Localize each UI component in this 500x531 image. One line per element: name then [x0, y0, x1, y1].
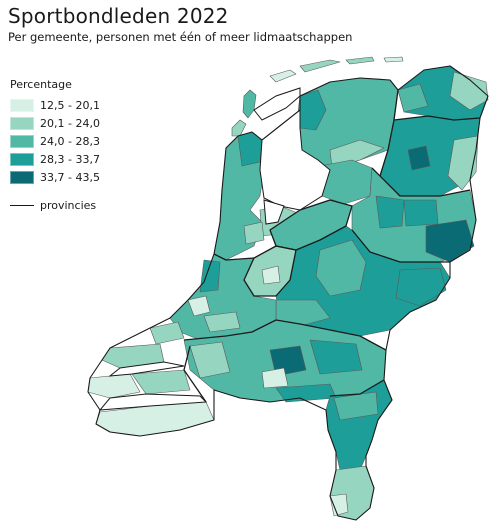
legend-title: Percentage	[10, 78, 72, 91]
zeeland-walcheren	[87, 373, 141, 399]
legend-swatch-class-1	[10, 98, 34, 112]
island-terschelling	[299, 59, 341, 73]
oosterschelde	[108, 361, 185, 377]
flevoland-noordoostpolder	[319, 159, 373, 205]
legend-item-class-5: 33,7 - 43,5	[10, 169, 100, 185]
markermeer	[263, 199, 285, 225]
brabant-east	[309, 339, 363, 375]
legend-label-class-5: 33,7 - 43,5	[40, 170, 100, 184]
eindhoven	[261, 367, 289, 389]
limburg-north	[333, 391, 379, 421]
groningen-east	[449, 71, 489, 111]
legend-item-class-3: 24,0 - 28,3	[10, 133, 100, 149]
legend: Percentage 12,5 - 20,1 20,1 - 24,0 24,0 …	[10, 78, 100, 212]
island-texel	[242, 89, 257, 119]
legend-item-provinces: provincies	[10, 199, 100, 212]
legend-item-class-2: 20,1 - 24,0	[10, 115, 100, 131]
border-friesland-drenthe	[379, 119, 395, 177]
legend-swatch-class-5	[10, 170, 34, 184]
overijssel-center	[403, 199, 439, 227]
border-gelderland-brabant	[275, 319, 387, 351]
legend-label-class-2: 20,1 - 24,0	[40, 116, 100, 130]
brabant-center	[269, 345, 307, 377]
amsterdam	[243, 221, 265, 245]
legend-label-class-3: 24,0 - 28,3	[40, 134, 100, 148]
zuid-holland-coast	[199, 259, 221, 293]
island-schiermonnikoog	[383, 56, 404, 63]
drenthe-center	[407, 145, 431, 171]
chart-subtitle: Per gemeente, personen met één of meer l…	[8, 30, 353, 44]
island-vlieland	[269, 69, 297, 83]
den-haag	[187, 295, 211, 317]
border-overijssel-gelderland	[351, 229, 450, 263]
veluwe	[315, 239, 367, 297]
twente	[425, 219, 475, 263]
water-areas	[98, 87, 331, 411]
legend-swatch-class-4	[10, 152, 34, 166]
border-groningen-drenthe	[393, 115, 481, 121]
legend-item-class-1: 12,5 - 20,1	[10, 97, 100, 113]
ijsselmeer	[259, 108, 331, 211]
legend-swatch-class-2	[10, 116, 34, 130]
maastricht	[329, 493, 349, 517]
legend-label-class-1: 12,5 - 20,1	[40, 98, 100, 112]
legend-swatch-class-3	[10, 134, 34, 148]
chart-title: Sportbondleden 2022	[8, 4, 229, 28]
zeeland-beveland	[131, 369, 191, 395]
utrecht-city	[261, 265, 281, 285]
rotterdam	[203, 311, 241, 333]
overijssel-north	[375, 195, 405, 229]
border-brabant-limburg	[329, 379, 385, 397]
legend-item-class-4: 28,3 - 33,7	[10, 151, 100, 167]
province-borders	[183, 89, 481, 403]
achterhoek	[395, 267, 447, 307]
country-outline	[87, 65, 489, 521]
border-flevoland	[269, 199, 353, 251]
island-wieringen	[231, 119, 247, 137]
border-friesland-groningen	[393, 89, 399, 121]
border-drenthe-overijssel	[371, 167, 471, 197]
legend-label-provinces: provincies	[40, 199, 97, 212]
border-brabant-zuid-holland	[183, 319, 277, 341]
border-noord-zuid-holland	[213, 253, 255, 261]
brabant-west	[189, 341, 231, 379]
legend-province-line	[10, 205, 34, 206]
island-ameland	[345, 56, 375, 65]
groningen-west	[397, 83, 429, 113]
legend-label-class-4: 28,3 - 33,7	[40, 152, 100, 166]
border-zeeland-brabant	[183, 345, 207, 403]
zeeland-goeree	[149, 321, 185, 345]
